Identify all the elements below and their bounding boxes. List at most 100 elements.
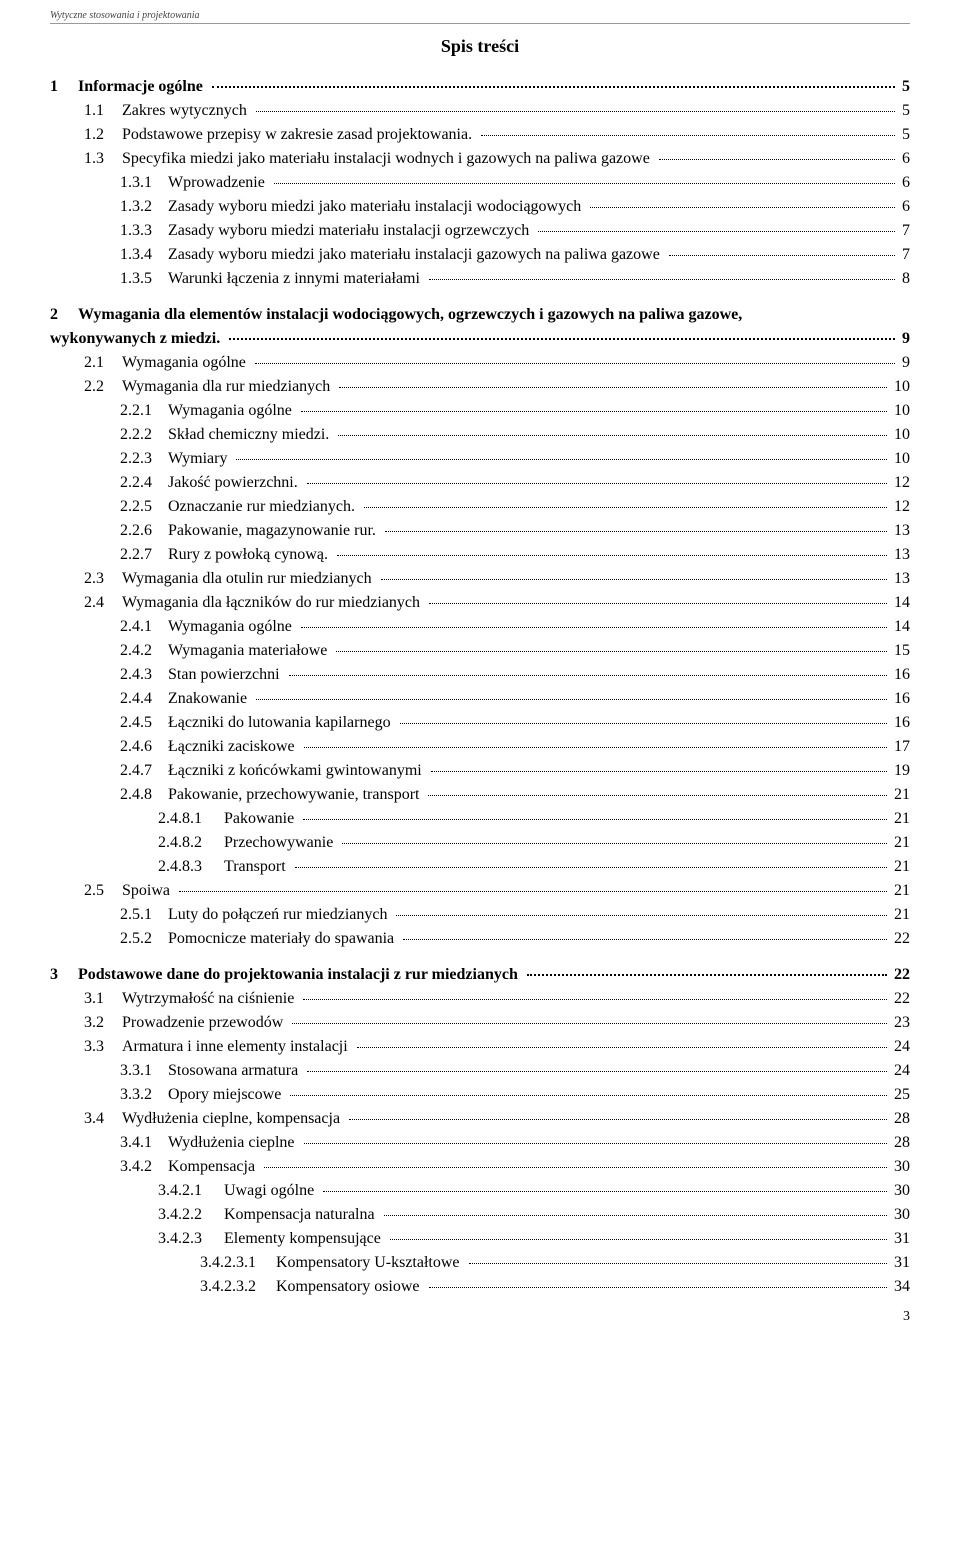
toc-entry-label: 1.1Zakres wytycznych [84, 99, 253, 123]
toc-leader-dots [274, 183, 895, 184]
toc-leader-dots [292, 1023, 887, 1024]
toc-entry-title: Podstawowe dane do projektowania instala… [78, 966, 518, 983]
toc-entry-number: 2.1 [84, 351, 122, 375]
toc-entry-number: 3.3 [84, 1035, 122, 1059]
toc-entry-number: 2.4.1 [120, 615, 168, 639]
toc-entry-label: 2.4.8Pakowanie, przechowywanie, transpor… [120, 783, 425, 807]
toc-leader-dots [396, 915, 887, 916]
toc-leader-dots [338, 435, 887, 436]
toc-entry-page: 21 [890, 831, 910, 855]
toc-entry: 2Wymagania dla elementów instalacji wodo… [50, 303, 910, 351]
toc-leader-dots [349, 1119, 887, 1120]
toc-entry: 2.4.8.1Pakowanie21 [158, 807, 910, 831]
toc-entry-number: 3.4.2 [120, 1155, 168, 1179]
toc-entry-number: 1.3 [84, 147, 122, 171]
toc-entry-number: 3.4.2.1 [158, 1179, 224, 1203]
toc-entry-number: 2.5 [84, 879, 122, 903]
toc-entry-page: 28 [890, 1107, 910, 1131]
page: Wytyczne stosowania i projektowania Spis… [0, 0, 960, 1355]
toc-entry-title: Wymagania ogólne [168, 402, 292, 419]
toc-entry-label: 2.2.1Wymagania ogólne [120, 399, 298, 423]
toc-leader-dots [339, 387, 887, 388]
toc-entry-title: Rury z powłoką cynową. [168, 546, 328, 563]
toc-entry: 1.3Specyfika miedzi jako materiału insta… [84, 147, 910, 171]
toc-entry-label: 1.3Specyfika miedzi jako materiału insta… [84, 147, 656, 171]
toc-leader-dots [289, 675, 887, 676]
toc-entry: 3.4.2Kompensacja30 [120, 1155, 910, 1179]
toc-entry: 2.4Wymagania dla łączników do rur miedzi… [84, 591, 910, 615]
toc-entry-number: 2.4.7 [120, 759, 168, 783]
toc-entry-title: Elementy kompensujące [224, 1230, 381, 1247]
toc-entry-page: 24 [890, 1059, 910, 1083]
toc-entry-title: Podstawowe przepisy w zakresie zasad pro… [122, 126, 472, 143]
toc-entry: 2.2.1Wymagania ogólne10 [120, 399, 910, 423]
toc-entry-label: 3.2Prowadzenie przewodów [84, 1011, 289, 1035]
toc-entry-title: Wprowadzenie [168, 174, 265, 191]
toc-leader-dots [381, 579, 887, 580]
toc-entry-number: 1 [50, 75, 78, 99]
toc-leader-dots [527, 974, 887, 976]
toc-entry-label: 2.5.1Luty do połączeń rur miedzianych [120, 903, 393, 927]
toc-entry-title: Kompensacja naturalna [224, 1206, 375, 1223]
toc-entry-title: Spoiwa [122, 882, 170, 899]
toc-leader-dots [669, 255, 895, 256]
toc-leader-dots [342, 843, 887, 844]
toc-entry-number: 3.2 [84, 1011, 122, 1035]
toc-leader-dots [256, 111, 895, 112]
toc-entry-title: Pakowanie [224, 810, 294, 827]
toc-entry-number: 2.2.2 [120, 423, 168, 447]
toc-entry: 2.3Wymagania dla otulin rur miedzianych1… [84, 567, 910, 591]
toc-leader-dots [212, 86, 895, 88]
toc-leader-dots [429, 603, 887, 604]
toc-entry-number: 1.3.2 [120, 195, 168, 219]
toc-entry-page: 15 [890, 639, 910, 663]
toc-entry-title: Pakowanie, magazynowanie rur. [168, 522, 376, 539]
toc-entry-page: 22 [890, 963, 910, 987]
toc-entry-page: 30 [890, 1155, 910, 1179]
toc-leader-dots [295, 867, 887, 868]
toc-entry-number: 1.1 [84, 99, 122, 123]
toc-entry-page: 30 [890, 1179, 910, 1203]
toc-entry: 3.4.2.3.2Kompensatory osiowe34 [200, 1275, 910, 1299]
toc-entry-title: Wydłużenia cieplne, kompensacja [122, 1110, 340, 1127]
toc-entry-page: 31 [890, 1227, 910, 1251]
toc-entry-page: 23 [890, 1011, 910, 1035]
toc-entry: 3.4.1Wydłużenia cieplne28 [120, 1131, 910, 1155]
toc-entry-title: Wymagania dla elementów instalacji wodoc… [78, 306, 742, 323]
toc-entry-page: 10 [890, 447, 910, 471]
toc-entry-title: Przechowywanie [224, 834, 333, 851]
toc-entry-number: 2.4.8 [120, 783, 168, 807]
toc-entry-label: 2.4.8.2Przechowywanie [158, 831, 339, 855]
toc-entry: 1Informacje ogólne5 [50, 75, 910, 99]
toc-entry: 2.4.5Łączniki do lutowania kapilarnego16 [120, 711, 910, 735]
toc-entry-number: 2.4.8.3 [158, 855, 224, 879]
toc-leader-dots [403, 939, 887, 940]
toc-entry-label: 3Podstawowe dane do projektowania instal… [50, 963, 524, 987]
running-head: Wytyczne stosowania i projektowania [50, 10, 910, 24]
toc-entry-title: Wymagania materiałowe [168, 642, 327, 659]
toc-entry-title: Kompensatory osiowe [276, 1278, 420, 1295]
toc-entry-label: 2.2.4Jakość powierzchni. [120, 471, 304, 495]
toc-entry-title: Transport [224, 858, 286, 875]
toc-entry-label: 2.2.3Wymiary [120, 447, 233, 471]
toc-entry-label: 1.2Podstawowe przepisy w zakresie zasad … [84, 123, 478, 147]
toc-entry-page: 31 [890, 1251, 910, 1275]
toc-entry: 3.4.2.1Uwagi ogólne 30 [158, 1179, 910, 1203]
toc-leader-dots [256, 699, 887, 700]
toc-entry-page: 34 [890, 1275, 910, 1299]
toc-entry-page: 16 [890, 687, 910, 711]
toc-entry-page: 13 [890, 567, 910, 591]
toc-entry-title: Uwagi ogólne [224, 1182, 314, 1199]
toc-entry-label: 2.5.2Pomocnicze materiały do spawania [120, 927, 400, 951]
toc-leader-dots [400, 723, 887, 724]
toc-leader-dots [255, 363, 895, 364]
toc-entry: 2.2.6Pakowanie, magazynowanie rur.13 [120, 519, 910, 543]
toc-entry-title: Łączniki zaciskowe [168, 738, 295, 755]
toc-entry-number: 2.5.2 [120, 927, 168, 951]
toc-entry-label: 2.2.2Skład chemiczny miedzi. [120, 423, 335, 447]
toc-entry: 2.4.8Pakowanie, przechowywanie, transpor… [120, 783, 910, 807]
toc-leader-dots [431, 771, 887, 772]
toc-entry-number: 2.4 [84, 591, 122, 615]
toc-entry-page: 8 [898, 267, 910, 291]
toc-leader-dots [364, 507, 887, 508]
